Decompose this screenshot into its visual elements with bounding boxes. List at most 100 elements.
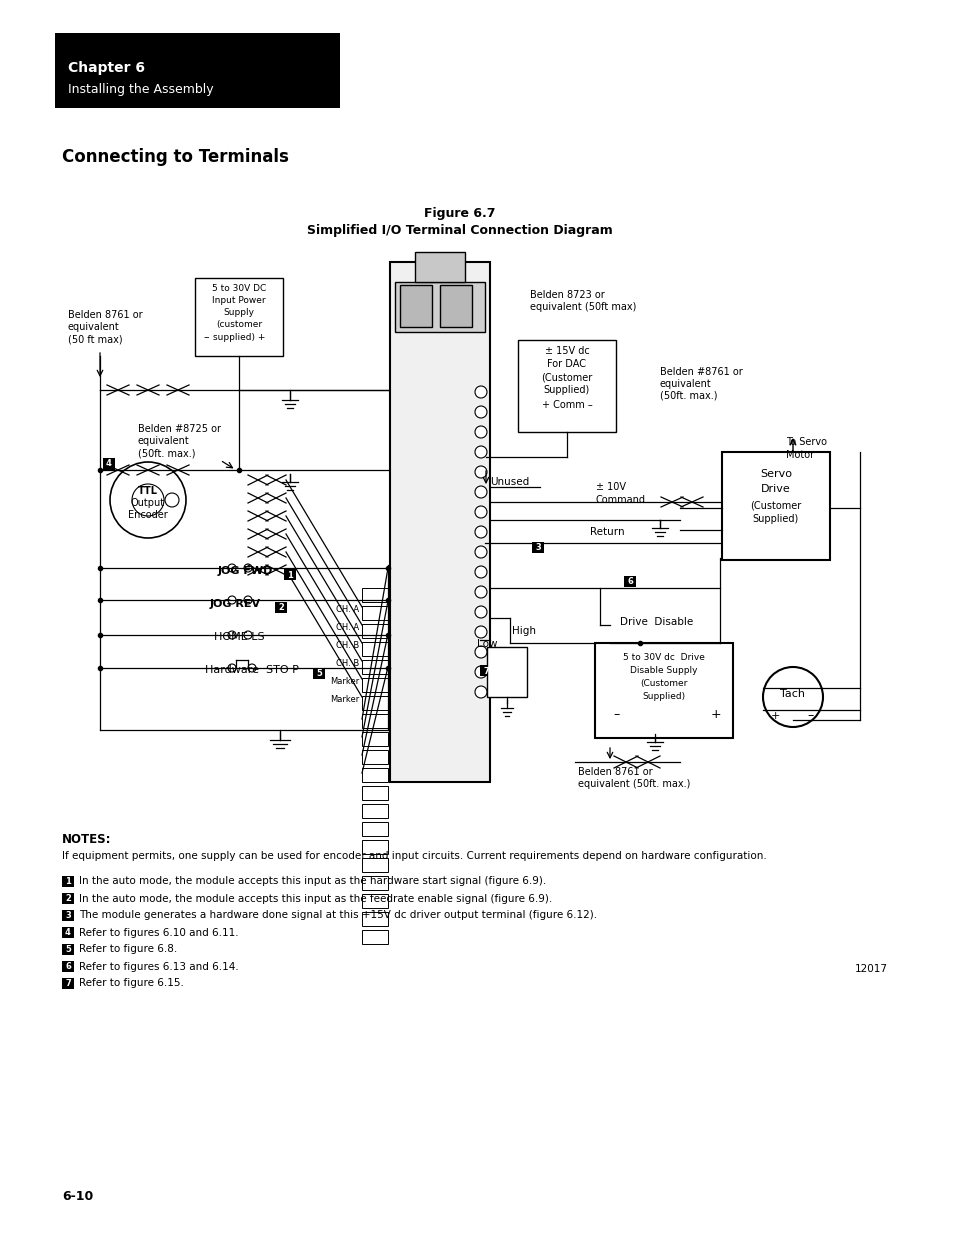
Bar [399, 285, 432, 327]
Text: Marker: Marker [330, 694, 358, 704]
Bar [486, 647, 526, 697]
Text: (50ft. max.): (50ft. max.) [659, 391, 717, 401]
Text: Belden #8761 or: Belden #8761 or [659, 367, 742, 377]
Text: Chapter 6: Chapter 6 [68, 61, 145, 75]
Text: Low: Low [476, 638, 497, 650]
Bar [274, 601, 287, 613]
Text: Command: Command [596, 495, 645, 505]
Text: Supplied): Supplied) [641, 692, 685, 701]
Circle shape [228, 664, 235, 672]
Bar [721, 452, 829, 559]
Text: If equipment permits, one supply can be used for encoder and input circuits. Cur: If equipment permits, one supply can be … [62, 851, 766, 861]
Text: Disable Supply: Disable Supply [630, 666, 697, 676]
Circle shape [244, 597, 252, 604]
Text: (customer: (customer [215, 320, 262, 329]
Text: equivalent (50ft. max.): equivalent (50ft. max.) [578, 779, 690, 789]
Text: TTL: TTL [138, 487, 158, 496]
Bar [62, 876, 74, 887]
Text: NOTES:: NOTES: [62, 832, 112, 846]
Text: –: – [203, 332, 209, 342]
Text: Hardware  STO P: Hardware STO P [205, 664, 298, 676]
Text: In the auto mode, the module accepts this input as the feedrate enable signal (f: In the auto mode, the module accepts thi… [79, 893, 552, 904]
Text: 1: 1 [65, 877, 71, 885]
Text: Belden 8761 or: Belden 8761 or [578, 767, 652, 777]
Circle shape [475, 446, 486, 458]
Bar [361, 858, 388, 872]
Text: 1: 1 [287, 571, 293, 579]
Text: 4: 4 [65, 927, 71, 937]
Text: To Servo: To Servo [785, 437, 826, 447]
Text: (50 ft max): (50 ft max) [68, 333, 123, 345]
Circle shape [475, 546, 486, 558]
Bar [361, 697, 388, 710]
Text: 5: 5 [315, 669, 321, 678]
Bar [62, 944, 74, 955]
Text: –: – [807, 709, 813, 722]
Text: supplied) +: supplied) + [213, 333, 265, 342]
Text: equivalent (50ft max): equivalent (50ft max) [530, 303, 636, 312]
Bar [532, 542, 543, 553]
Text: The module generates a hardware done signal at this +15V dc driver output termin: The module generates a hardware done sig… [79, 910, 597, 920]
Bar [395, 282, 484, 332]
Bar [62, 910, 74, 921]
Text: 5: 5 [65, 945, 71, 953]
Text: Unused: Unused [490, 477, 529, 487]
Circle shape [475, 685, 486, 698]
Text: +: + [710, 708, 720, 721]
Bar [62, 961, 74, 972]
Circle shape [244, 564, 252, 572]
Text: Refer to figure 6.15.: Refer to figure 6.15. [79, 978, 184, 988]
Text: equivalent: equivalent [68, 322, 120, 332]
Bar [313, 668, 325, 679]
Text: + Comm –: + Comm – [541, 400, 592, 410]
Circle shape [475, 406, 486, 417]
Bar [361, 823, 388, 836]
Bar [361, 624, 388, 638]
Bar [517, 340, 616, 432]
Text: CH. B: CH. B [335, 641, 358, 650]
Bar [361, 768, 388, 782]
Circle shape [228, 597, 235, 604]
Text: (Customer: (Customer [639, 679, 687, 688]
Circle shape [110, 462, 186, 538]
Text: (Customer: (Customer [750, 500, 801, 510]
Text: JOG REV: JOG REV [210, 599, 261, 609]
Text: JOG FWD: JOG FWD [218, 566, 274, 576]
Text: Installing the Assembly: Installing the Assembly [68, 83, 213, 96]
Text: 3: 3 [65, 911, 71, 920]
Text: Belden 8761 or: Belden 8761 or [68, 310, 143, 320]
Text: CH. A: CH. A [335, 622, 358, 631]
Circle shape [228, 564, 235, 572]
Text: Refer to figure 6.8.: Refer to figure 6.8. [79, 945, 177, 955]
Circle shape [475, 526, 486, 538]
Text: CH. B: CH. B [335, 658, 358, 667]
Text: Drive  Disable: Drive Disable [619, 618, 693, 627]
Text: equivalent: equivalent [659, 379, 711, 389]
Bar [390, 262, 490, 782]
Text: Output: Output [131, 498, 165, 508]
Text: Simplified I/O Terminal Connection Diagram: Simplified I/O Terminal Connection Diagr… [307, 224, 612, 237]
Text: +: + [769, 711, 779, 721]
Circle shape [475, 626, 486, 638]
Text: Figure 6.7: Figure 6.7 [424, 207, 496, 220]
Text: Encoder: Encoder [128, 510, 168, 520]
Text: 6: 6 [65, 962, 71, 971]
Circle shape [475, 566, 486, 578]
Circle shape [475, 426, 486, 438]
Bar [595, 643, 732, 739]
Text: 3: 3 [535, 543, 540, 552]
Text: Drive: Drive [760, 484, 790, 494]
Text: 12017: 12017 [854, 965, 887, 974]
Circle shape [475, 606, 486, 618]
Circle shape [475, 506, 486, 517]
Bar [361, 804, 388, 818]
Text: For DAC: For DAC [547, 359, 586, 369]
Bar [361, 876, 388, 890]
Text: ± 10V: ± 10V [596, 482, 625, 492]
Bar [62, 978, 74, 989]
Bar [439, 285, 472, 327]
Circle shape [475, 666, 486, 678]
Bar [62, 927, 74, 939]
Text: Tach: Tach [780, 689, 804, 699]
Text: Input Power: Input Power [212, 296, 266, 305]
